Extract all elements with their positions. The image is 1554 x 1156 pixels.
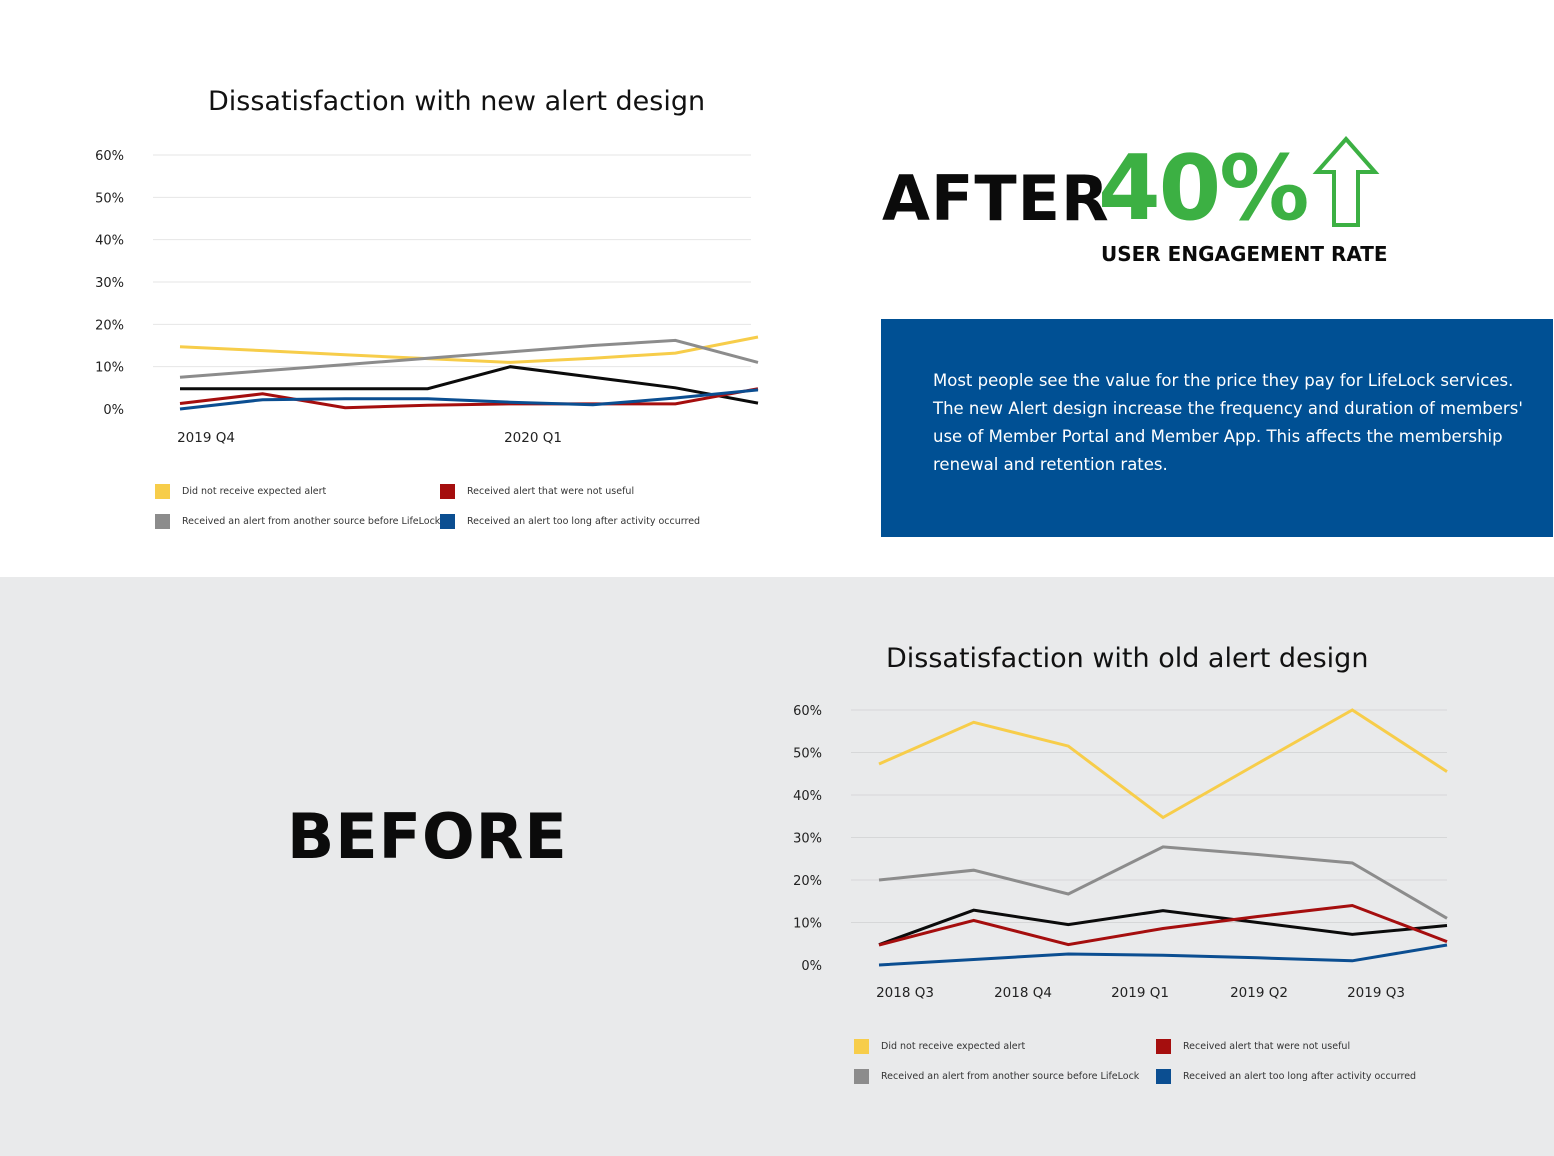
info-text: Most people see the value for the price … — [933, 371, 1523, 474]
x-tick-label: 2018 Q4 — [994, 985, 1052, 1001]
legend-item-red-old: Received alert that were not useful — [1156, 1039, 1350, 1054]
legend-item-blue-old: Received an alert too long after activit… — [1156, 1069, 1416, 1084]
info-box: Most people see the value for the price … — [881, 319, 1553, 537]
legend-swatch — [155, 484, 170, 499]
y-tick-label: 50% — [793, 747, 822, 762]
legend-label: Did not receive expected alert — [881, 1041, 1026, 1052]
engagement-percent: 40% — [1098, 136, 1309, 241]
legend-swatch — [440, 484, 455, 499]
legend-item-red: Received alert that were not useful — [440, 484, 634, 499]
y-tick-label: 20% — [793, 874, 822, 889]
series-line-black — [878, 908, 1448, 947]
series-line-gray — [878, 845, 1448, 920]
legend-swatch — [1156, 1039, 1171, 1054]
arrow-up-icon — [1312, 135, 1380, 235]
y-tick-label: 40% — [793, 789, 822, 804]
legend-label: Received an alert from another source be… — [881, 1071, 1140, 1082]
legend-label: Received alert that were not useful — [467, 486, 635, 497]
x-tick-label: 2018 Q3 — [876, 985, 934, 1001]
before-heading: BEFORE — [287, 800, 568, 873]
series-line-yellow — [878, 708, 1448, 820]
y-tick-label: 60% — [95, 149, 124, 164]
x-tick-label: 2019 Q3 — [1347, 985, 1405, 1001]
series-line-black — [180, 365, 759, 405]
legend-swatch — [440, 514, 455, 529]
series-line-gray — [179, 338, 759, 379]
legend-label: Received an alert too long after activit… — [1183, 1071, 1417, 1082]
legend-item-gray: Received an alert from another source be… — [155, 514, 440, 529]
legend-label: Received alert that were not useful — [1183, 1041, 1351, 1052]
legend-item-yellow: Did not receive expected alert — [155, 484, 326, 499]
y-tick-label: 60% — [793, 704, 822, 719]
chart-title-old: Dissatisfaction with old alert design — [886, 643, 1369, 674]
legend-swatch — [854, 1039, 869, 1054]
legend-item-gray-old: Received an alert from another source be… — [854, 1069, 1139, 1084]
engagement-caption: USER ENGAGEMENT RATE — [1101, 242, 1388, 266]
series-line-red — [878, 903, 1448, 947]
chart-title-new: Dissatisfaction with new alert design — [208, 86, 706, 117]
y-tick-label: 0% — [103, 403, 124, 418]
y-tick-label: 20% — [95, 318, 124, 333]
x-tick-label: 2020 Q1 — [504, 430, 562, 446]
y-tick-label: 10% — [95, 361, 124, 376]
bottom-section — [0, 577, 1554, 1156]
y-tick-label: 50% — [95, 191, 124, 206]
y-tick-label: 10% — [793, 917, 822, 932]
legend-swatch — [1156, 1069, 1171, 1084]
series-line-yellow — [179, 335, 759, 364]
legend-item-blue: Received an alert too long after activit… — [440, 514, 700, 529]
legend-swatch — [155, 514, 170, 529]
x-tick-label: 2019 Q4 — [177, 430, 235, 446]
legend-label: Received an alert from another source be… — [182, 516, 441, 527]
y-tick-label: 30% — [793, 832, 822, 847]
series-line-red — [179, 387, 759, 410]
y-tick-label: 0% — [801, 959, 822, 974]
x-tick-label: 2019 Q2 — [1230, 985, 1288, 1001]
y-tick-label: 30% — [95, 276, 124, 291]
legend-item-yellow-old: Did not receive expected alert — [854, 1039, 1025, 1054]
legend-label: Received an alert too long after activit… — [467, 516, 701, 527]
x-tick-label: 2019 Q1 — [1111, 985, 1169, 1001]
legend-label: Did not receive expected alert — [182, 486, 327, 497]
legend-swatch — [854, 1069, 869, 1084]
series-line-blue — [878, 943, 1448, 967]
after-heading: AFTER — [882, 162, 1110, 235]
y-tick-label: 40% — [95, 234, 124, 249]
series-line-blue — [179, 388, 759, 411]
